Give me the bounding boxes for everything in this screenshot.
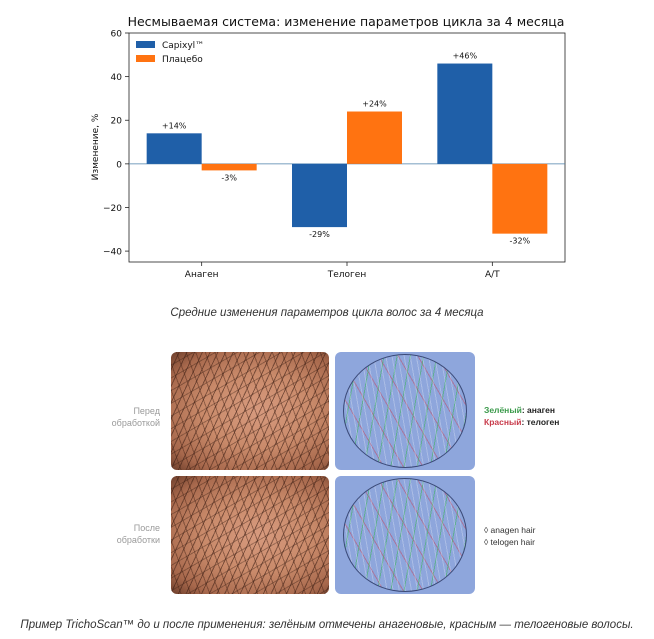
before-scan-circle — [343, 354, 467, 468]
y-tick-label: −40 — [103, 248, 122, 258]
after-photo — [171, 476, 329, 594]
x-tick-label: Телоген — [327, 270, 367, 280]
data-label: +14% — [162, 121, 187, 130]
bar — [292, 163, 347, 228]
legend-red-value: : телоген — [521, 417, 560, 427]
legend-label: Capixyl™ — [162, 41, 204, 51]
legend-en-anagen: ◊ anagen hair — [484, 525, 536, 535]
data-label: -29% — [309, 230, 330, 239]
y-axis-label: Изменение, % — [91, 113, 101, 180]
y-tick-label: 40 — [111, 73, 123, 83]
legend-en: ◊ anagen hair ◊ telogen hair — [484, 524, 535, 548]
bar-chart: Несмываемая система: изменение параметро… — [91, 14, 566, 280]
legend-label: Плацебо — [162, 55, 203, 65]
legend-ru: Зелёный: анаген Красный: телоген — [484, 404, 559, 428]
legend-red-key: Красный — [484, 417, 522, 427]
photo-caption: Пример TrichoScan™ до и после применения… — [20, 619, 634, 631]
after-scan-circle — [343, 478, 467, 592]
bar — [437, 63, 493, 164]
legend-en-telogen: ◊ telogen hair — [484, 537, 535, 547]
legend-green-key: Зелёный — [484, 405, 522, 415]
legend-green-row: Зелёный: анаген — [484, 404, 559, 416]
y-tick-label: 0 — [116, 160, 122, 170]
data-label: +46% — [453, 52, 478, 61]
data-label: +24% — [362, 100, 387, 109]
data-label: -3% — [221, 173, 237, 182]
before-label: Перед обработкой — [111, 406, 160, 428]
legend-green-value: : анаген — [521, 405, 555, 415]
before-photo — [171, 352, 329, 470]
bar — [146, 133, 202, 164]
bar — [492, 163, 548, 234]
legend-swatch — [136, 55, 155, 62]
bar — [201, 163, 257, 171]
before-scan — [335, 352, 475, 470]
legend-red-row: Красный: телоген — [484, 416, 559, 428]
data-label: -32% — [509, 237, 530, 246]
chart-caption: Средние изменения параметров цикла волос… — [170, 307, 484, 319]
y-tick-label: 60 — [111, 30, 123, 40]
after-scan — [335, 476, 475, 594]
y-tick-label: −20 — [103, 204, 122, 214]
bar — [347, 111, 402, 164]
x-tick-label: А/Т — [485, 270, 500, 280]
chart-title: Несмываемая система: изменение параметро… — [128, 14, 565, 29]
legend-swatch — [136, 41, 155, 48]
after-label: После обработки — [116, 523, 160, 545]
y-tick-label: 20 — [111, 117, 123, 127]
x-tick-label: Анаген — [185, 270, 219, 280]
